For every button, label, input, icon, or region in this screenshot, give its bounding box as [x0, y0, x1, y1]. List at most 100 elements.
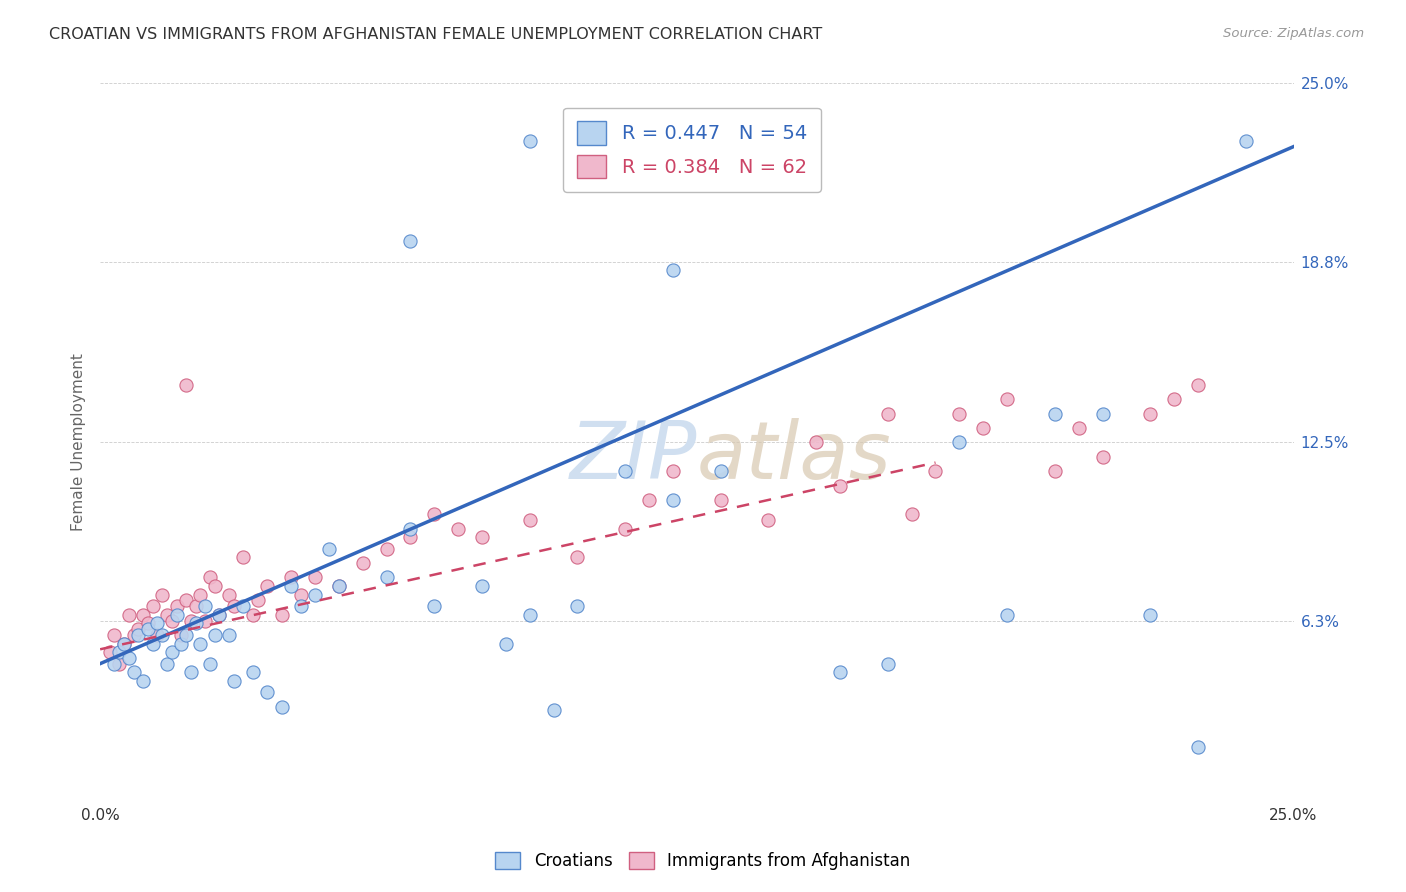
- Point: [1091, 450, 1114, 464]
- Point: [184, 599, 207, 614]
- Point: [127, 622, 149, 636]
- Point: [1139, 407, 1161, 421]
- Point: [614, 464, 637, 478]
- Point: [190, 588, 212, 602]
- Point: [108, 645, 131, 659]
- Point: [194, 614, 217, 628]
- Point: [222, 599, 245, 614]
- Point: [118, 607, 141, 622]
- Point: [160, 645, 183, 659]
- Point: [174, 378, 197, 392]
- Point: [290, 599, 312, 614]
- Point: [1067, 421, 1090, 435]
- Point: [1043, 464, 1066, 478]
- Text: CROATIAN VS IMMIGRANTS FROM AFGHANISTAN FEMALE UNEMPLOYMENT CORRELATION CHART: CROATIAN VS IMMIGRANTS FROM AFGHANISTAN …: [49, 27, 823, 42]
- Point: [1234, 134, 1257, 148]
- Point: [318, 541, 340, 556]
- Text: atlas: atlas: [697, 417, 891, 496]
- Point: [208, 607, 231, 622]
- Point: [328, 579, 350, 593]
- Point: [519, 513, 541, 527]
- Point: [112, 636, 135, 650]
- Point: [204, 628, 226, 642]
- Point: [222, 673, 245, 688]
- Point: [270, 699, 292, 714]
- Point: [471, 579, 494, 593]
- Point: [132, 607, 155, 622]
- Point: [242, 607, 264, 622]
- Point: [218, 588, 240, 602]
- Point: [136, 616, 159, 631]
- Point: [127, 628, 149, 642]
- Point: [304, 588, 326, 602]
- Text: ZIP: ZIP: [569, 417, 697, 496]
- Point: [242, 665, 264, 680]
- Point: [256, 579, 278, 593]
- Point: [122, 665, 145, 680]
- Legend: R = 0.447   N = 54, R = 0.384   N = 62: R = 0.447 N = 54, R = 0.384 N = 62: [564, 108, 821, 192]
- Point: [995, 392, 1018, 407]
- Point: [256, 685, 278, 699]
- Point: [180, 614, 202, 628]
- Point: [662, 263, 685, 277]
- Point: [198, 657, 221, 671]
- Point: [112, 636, 135, 650]
- Y-axis label: Female Unemployment: Female Unemployment: [72, 353, 86, 532]
- Point: [567, 550, 589, 565]
- Point: [132, 673, 155, 688]
- Point: [166, 599, 188, 614]
- Point: [399, 235, 422, 249]
- Point: [290, 588, 312, 602]
- Point: [519, 607, 541, 622]
- Point: [1043, 407, 1066, 421]
- Point: [828, 478, 851, 492]
- Point: [190, 636, 212, 650]
- Point: [543, 703, 565, 717]
- Point: [876, 657, 898, 671]
- Point: [948, 435, 970, 450]
- Point: [948, 407, 970, 421]
- Point: [166, 607, 188, 622]
- Point: [423, 508, 446, 522]
- Text: Source: ZipAtlas.com: Source: ZipAtlas.com: [1223, 27, 1364, 40]
- Point: [995, 607, 1018, 622]
- Point: [1139, 607, 1161, 622]
- Point: [900, 508, 922, 522]
- Point: [447, 522, 470, 536]
- Point: [710, 464, 733, 478]
- Point: [118, 651, 141, 665]
- Point: [156, 657, 179, 671]
- Point: [208, 607, 231, 622]
- Point: [399, 522, 422, 536]
- Point: [614, 522, 637, 536]
- Point: [399, 530, 422, 544]
- Point: [1091, 407, 1114, 421]
- Point: [375, 541, 398, 556]
- Point: [924, 464, 946, 478]
- Point: [160, 614, 183, 628]
- Point: [662, 464, 685, 478]
- Point: [804, 435, 827, 450]
- Point: [103, 657, 125, 671]
- Point: [270, 607, 292, 622]
- Point: [150, 588, 173, 602]
- Point: [710, 492, 733, 507]
- Point: [184, 616, 207, 631]
- Point: [423, 599, 446, 614]
- Point: [876, 407, 898, 421]
- Point: [204, 579, 226, 593]
- Point: [198, 570, 221, 584]
- Point: [828, 665, 851, 680]
- Point: [638, 492, 661, 507]
- Point: [375, 570, 398, 584]
- Point: [662, 492, 685, 507]
- Point: [972, 421, 994, 435]
- Point: [146, 616, 169, 631]
- Point: [103, 628, 125, 642]
- Point: [174, 593, 197, 607]
- Point: [495, 636, 517, 650]
- Point: [758, 513, 780, 527]
- Point: [246, 593, 269, 607]
- Point: [150, 628, 173, 642]
- Point: [170, 636, 193, 650]
